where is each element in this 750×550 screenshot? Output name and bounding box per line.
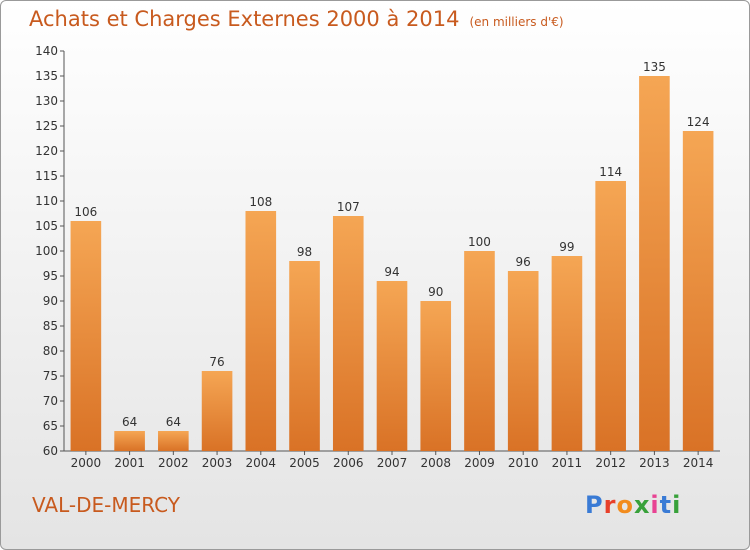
y-tick-label: 95 (43, 269, 58, 283)
x-tick-label: 2004 (246, 456, 277, 470)
bar (464, 251, 495, 451)
bar-value-label: 96 (516, 255, 531, 269)
bar-value-label: 99 (559, 240, 574, 254)
bar (289, 261, 320, 451)
y-tick-label: 135 (35, 69, 58, 83)
x-tick-label: 2007 (377, 456, 408, 470)
bar-value-label: 76 (209, 355, 224, 369)
logo-letter: i (672, 491, 682, 519)
x-tick-label: 2009 (464, 456, 495, 470)
proxiti-logo: Proxiti (585, 491, 681, 519)
bar-value-label: 108 (249, 195, 272, 209)
x-tick-label: 2003 (202, 456, 233, 470)
y-tick-label: 80 (43, 344, 58, 358)
x-axis: 2000 2001 2002 2003 2004 2005 2006 2007 2008 2009… (64, 450, 720, 470)
x-tick-label: 2008 (420, 456, 451, 470)
x-tick-label: 2005 (289, 456, 320, 470)
logo-letter: t (659, 491, 673, 519)
bar (114, 431, 145, 451)
bar-value-label: 114 (599, 165, 622, 179)
x-tick-label: 2012 (595, 456, 626, 470)
y-tick-label: 70 (43, 394, 58, 408)
chart-header: Achats et Charges Externes 2000 à 2014 (e… (29, 7, 564, 31)
x-tick-label: 2000 (71, 456, 102, 470)
bar-value-label: 124 (687, 115, 710, 129)
bar (639, 76, 670, 451)
x-tick-label: 2013 (639, 456, 670, 470)
bar (376, 281, 408, 451)
x-tick-label: 2001 (114, 456, 145, 470)
y-tick-label: 115 (35, 169, 58, 183)
bar (420, 301, 452, 451)
bar-value-label: 90 (428, 285, 443, 299)
place-name: VAL-DE-MERCY (32, 493, 180, 517)
bar (507, 271, 539, 451)
bar (682, 131, 714, 451)
y-tick-label: 60 (43, 444, 58, 458)
x-tick-label: 2014 (683, 456, 714, 470)
y-tick-label: 140 (35, 44, 58, 58)
bar (158, 431, 189, 451)
y-tick-label: 120 (35, 144, 58, 158)
y-tick-label: 100 (35, 244, 58, 258)
bars: 106 64 64 76 108 98 107 94 90 100 96 99 114 135 124 (70, 60, 714, 451)
logo-letter: r (603, 491, 617, 519)
bar-value-label: 106 (74, 205, 97, 219)
chart-title: Achats et Charges Externes 2000 à 2014 (29, 7, 460, 31)
bar-value-label: 64 (166, 415, 181, 429)
bar (245, 211, 277, 451)
logo-letter: i (650, 491, 660, 519)
y-axis: 60 65 70 75 80 85 90 95 100 105 110 115 120 125 130 135… (35, 44, 65, 458)
bar (201, 371, 233, 451)
x-tick-label: 2010 (508, 456, 539, 470)
y-tick-label: 90 (43, 294, 58, 308)
bar-value-label: 107 (337, 200, 360, 214)
y-tick-label: 85 (43, 319, 58, 333)
y-tick-label: 130 (35, 94, 58, 108)
bar-value-label: 135 (643, 60, 666, 74)
bar-value-label: 98 (297, 245, 312, 259)
bar (551, 256, 583, 451)
y-tick-label: 65 (43, 419, 58, 433)
bar (595, 181, 626, 451)
logo-letter: P (585, 491, 604, 519)
bar-value-label: 100 (468, 235, 491, 249)
x-tick-label: 2011 (552, 456, 583, 470)
bar-value-label: 94 (384, 265, 399, 279)
y-tick-label: 125 (35, 119, 58, 133)
bar-value-label: 64 (122, 415, 137, 429)
logo-letter: x (633, 491, 651, 519)
x-tick-label: 2002 (158, 456, 189, 470)
chart-unit: (en milliers d'€) (469, 15, 564, 29)
y-tick-label: 75 (43, 369, 58, 383)
y-tick-label: 110 (35, 194, 58, 208)
bar (70, 221, 102, 451)
x-tick-label: 2006 (333, 456, 364, 470)
logo-letter: o (616, 491, 634, 519)
bar (332, 216, 364, 451)
y-tick-label: 105 (35, 219, 58, 233)
